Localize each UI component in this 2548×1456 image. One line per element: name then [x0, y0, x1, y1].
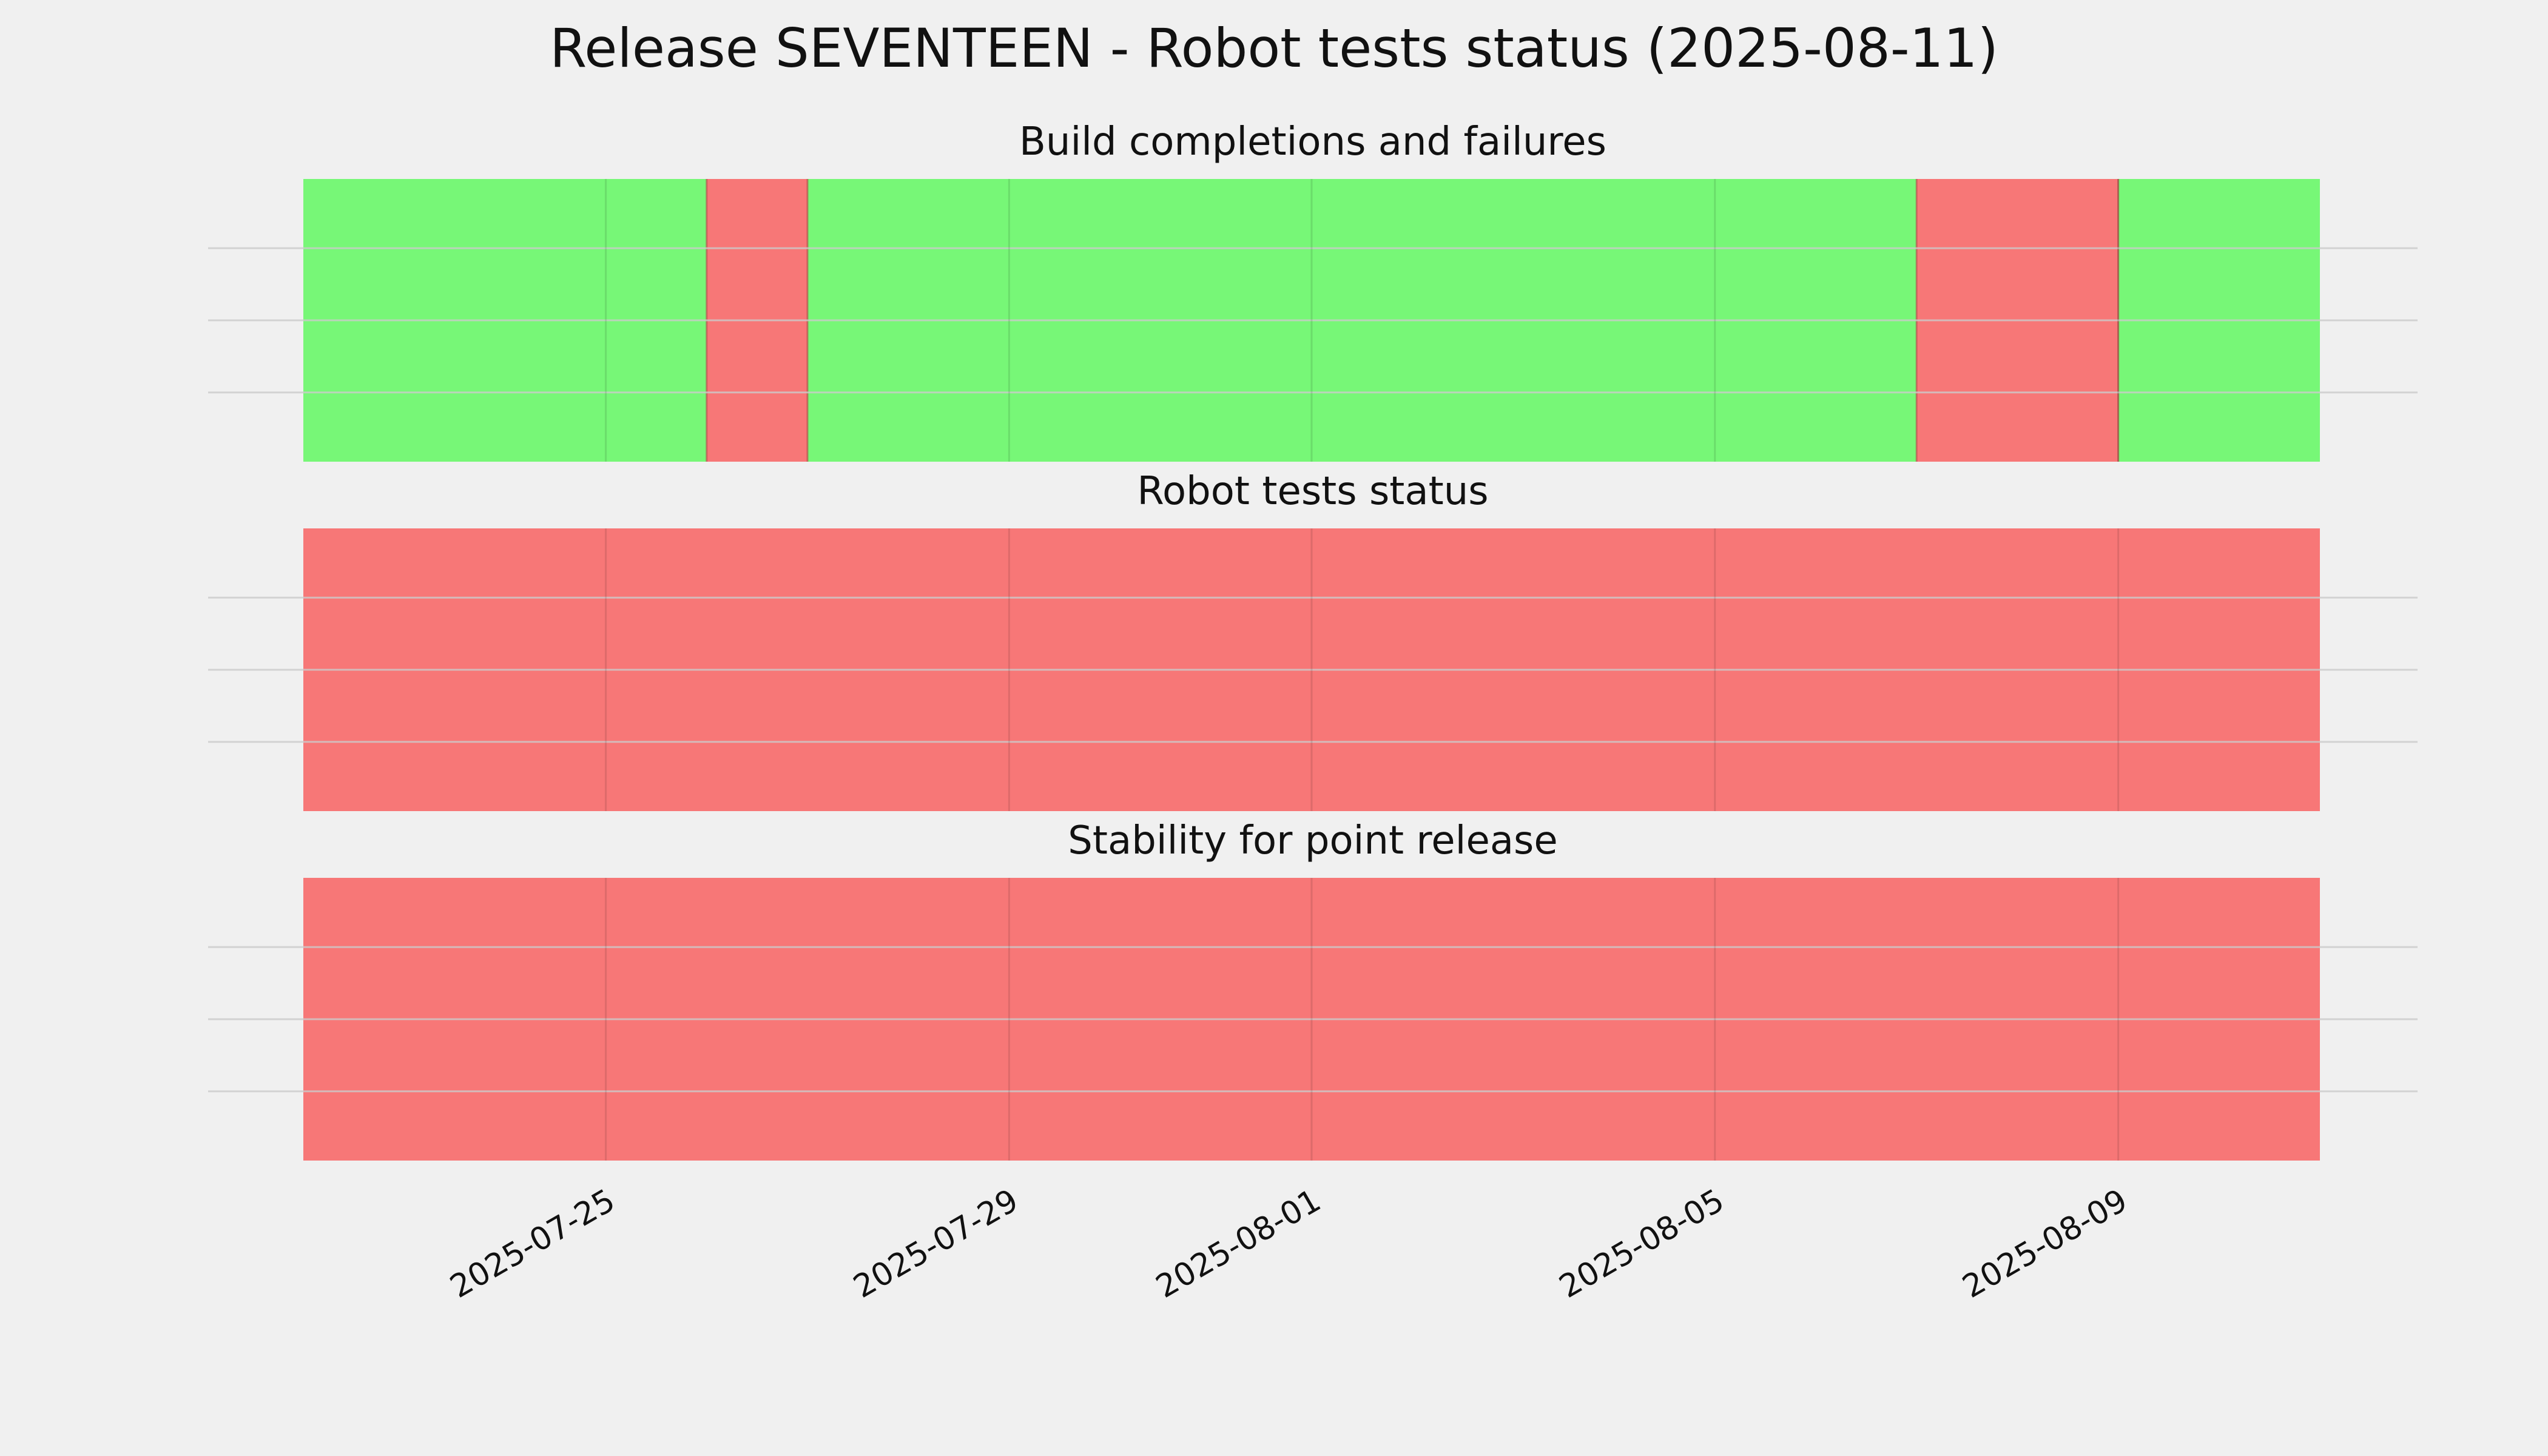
x-axis-ticks: 2025-07-25 2025-07-29 2025-08-01 2025-08-05…	[444, 1182, 2134, 1306]
figure-title: Release SEVENTEEN - Robot tests status (…	[550, 17, 1998, 79]
timeline-panel: Stability for point release	[208, 818, 2418, 1161]
panel-title: Stability for point release	[1068, 818, 1558, 863]
timeline-panel: Build completions and failures	[208, 120, 2418, 462]
x-tick-label: 2025-07-29	[848, 1182, 1025, 1306]
x-tick-label: 2025-08-09	[1956, 1182, 2134, 1306]
x-tick-label: 2025-07-25	[444, 1182, 621, 1306]
panel-title: Build completions and failures	[1019, 120, 1606, 164]
x-tick-label: 2025-08-01	[1150, 1182, 1327, 1306]
timeline-panel: Robot tests status	[208, 469, 2418, 811]
x-tick-label: 2025-08-05	[1553, 1182, 1730, 1306]
panel-title: Robot tests status	[1137, 469, 1488, 514]
